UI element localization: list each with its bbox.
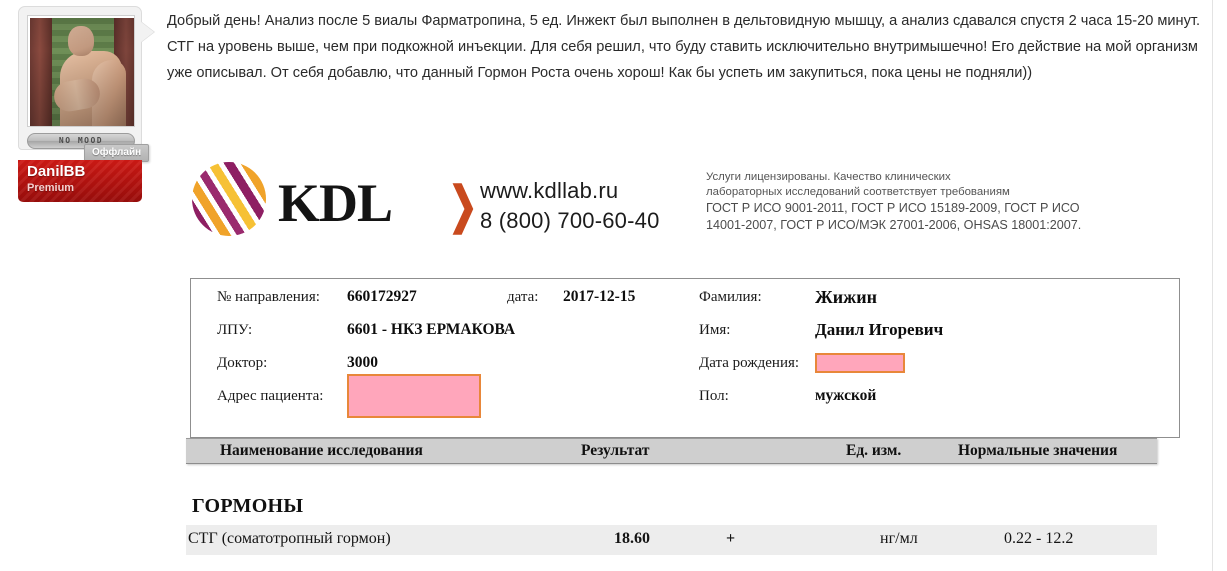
referral-value: 660172927 [347,288,417,305]
row-doctor: Доктор: 3000 [217,351,378,375]
cell-result: 18.60 [614,530,650,547]
clinic-value: 6601 - НКЗ ЕРМАКОВА [347,321,516,338]
clinic-label: ЛПУ: [217,321,253,338]
row-referral: № направления: 660172927 дата: 2017-12-1… [217,285,635,309]
accreditation-line-4: 14001-2007, ГОСТ Р ИСО/МЭК 27001-2006, O… [706,218,1082,232]
row-surname: Фамилия: Жижин [699,285,877,309]
avatar-photo-head [68,26,94,56]
author-name-plate[interactable]: DanilBB Premium [18,160,142,202]
row-sex: Пол: мужской [699,384,876,408]
doctor-value: 3000 [347,354,378,371]
cell-flag: + [726,530,736,547]
lab-website: www.kdllab.ru [480,178,619,203]
col-header-reference: Нормальные значения [958,442,1118,459]
col-header-unit: Ед. изм. [846,442,902,459]
lab-phone: 8 (800) 700-60-40 [480,208,660,233]
date-value: 2017-12-15 [563,288,636,305]
author-profile-card[interactable]: no mood [18,6,142,150]
cell-reference: 0.22 - 12.2 [1004,530,1074,547]
row-address: Адрес пациента: [217,374,481,418]
cell-test-name: СТГ (соматотропный гормон) [188,530,391,547]
doctor-label: Доктор: [217,354,268,371]
dob-label: Дата рождения: [699,354,800,371]
avatar-photo [30,18,134,126]
sex-label: Пол: [699,387,729,404]
avatar[interactable] [27,15,135,127]
date-label: дата: [507,288,539,305]
surname-label: Фамилия: [699,288,762,305]
col-header-name: Наименование исследования [220,442,423,459]
surname-value: Жижин [815,286,877,307]
address-redaction [347,374,481,418]
firstname-value: Данил Игоревич [815,320,944,339]
lab-contact-block: www.kdllab.ru 8 (800) 700-60-40 [480,176,660,236]
cell-unit: нг/мл [880,530,918,547]
accreditation-line-1: Услуги лицензированы. Качество клиническ… [706,171,951,183]
kdl-logo-wordmark: KDL [278,173,393,233]
row-dob: Дата рождения: [699,351,905,375]
speech-pointer-icon [141,22,154,42]
results-table-header: Наименование исследования Результат Ед. … [186,438,1157,464]
lab-report-image[interactable]: KDL ❯ www.kdllab.ru 8 (800) 700-60-40 Ус… [186,150,1181,570]
kdl-swoosh-icon: ❯ [448,177,478,233]
col-header-result: Результат [581,442,650,459]
address-label: Адрес пациента: [217,387,324,404]
lab-accreditation-note: Услуги лицензированы. Качество клиническ… [706,170,1176,234]
patient-info-box: № направления: 660172927 дата: 2017-12-1… [190,278,1180,438]
results-section-title: ГОРМОНЫ [192,495,304,517]
dob-redaction [815,353,905,373]
kdl-logo-icon [192,162,266,236]
patient-info-grid: № направления: 660172927 дата: 2017-12-1… [191,279,1179,418]
author-username: DanilBB [27,163,86,180]
row-firstname: Имя: Данил Игоревич [699,318,943,342]
referral-label: № направления: [217,288,320,305]
table-row: СТГ (соматотропный гормон) 18.60 + нг/мл… [186,525,1157,555]
lab-report-letterhead: KDL ❯ www.kdllab.ru 8 (800) 700-60-40 Ус… [186,150,1181,260]
row-clinic: ЛПУ: 6601 - НКЗ ЕРМАКОВА [217,318,515,342]
post-message-text: Добрый день! Анализ после 5 виалы Фармат… [167,13,1201,81]
kdl-logo-stripes [192,162,266,236]
avatar-photo-vignette [30,18,134,126]
firstname-label: Имя: [699,321,731,338]
status-badge: Оффлайн [84,144,150,162]
author-rank: Premium [27,182,75,194]
accreditation-line-3: ГОСТ Р ИСО 9001-2011, ГОСТ Р ИСО 15189-2… [706,201,1080,215]
accreditation-line-2: лабораторных исследований соответствует … [706,186,1010,198]
sex-value: мужской [815,387,877,404]
avatar-photo-left-wall [30,18,52,126]
page-right-divider [1212,0,1213,571]
